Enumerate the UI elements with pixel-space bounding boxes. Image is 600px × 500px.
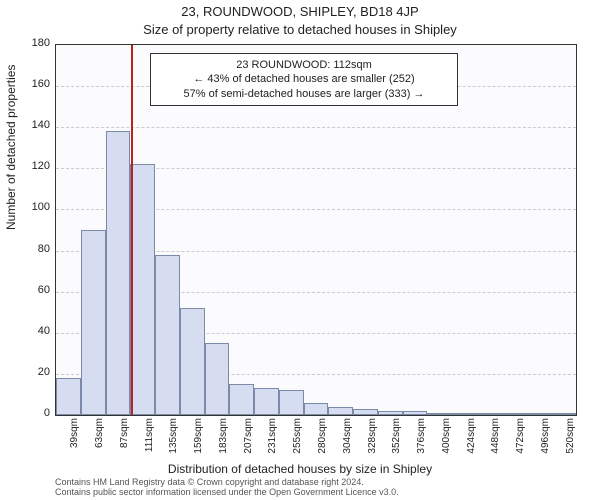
title-subtitle: Size of property relative to detached ho… — [0, 22, 600, 37]
annotation-line: 23 ROUNDWOOD: 112sqm — [155, 58, 453, 72]
x-tick-label: 63sqm — [94, 418, 105, 458]
figure: 23, ROUNDWOOD, SHIPLEY, BD18 4JP Size of… — [0, 0, 600, 500]
x-tick-label: 520sqm — [565, 418, 576, 458]
histogram-bar — [452, 413, 477, 415]
y-tick-label: 180 — [0, 37, 50, 49]
plot-area: 23 ROUNDWOOD: 112sqm ← 43% of detached h… — [55, 44, 577, 416]
y-tick-label: 160 — [0, 78, 50, 90]
y-tick-label: 140 — [0, 119, 50, 131]
x-tick-label: 39sqm — [69, 418, 80, 458]
histogram-bar — [81, 230, 106, 415]
histogram-bar — [304, 403, 329, 415]
y-tick-label: 20 — [0, 366, 50, 378]
x-tick-label: 496sqm — [540, 418, 551, 458]
footer: Contains HM Land Registry data © Crown c… — [55, 478, 575, 498]
histogram-bar — [502, 413, 527, 415]
x-tick-label: 304sqm — [342, 418, 353, 458]
y-tick-label: 120 — [0, 160, 50, 172]
x-tick-label: 159sqm — [193, 418, 204, 458]
x-tick-label: 207sqm — [243, 418, 254, 458]
histogram-bar — [205, 343, 230, 415]
histogram-bar — [477, 413, 502, 415]
annotation-box: 23 ROUNDWOOD: 112sqm ← 43% of detached h… — [150, 53, 458, 106]
x-tick-label: 352sqm — [391, 418, 402, 458]
footer-line: Contains public sector information licen… — [55, 488, 575, 498]
x-tick-label: 255sqm — [292, 418, 303, 458]
y-tick-label: 80 — [0, 243, 50, 255]
x-tick-label: 280sqm — [317, 418, 328, 458]
y-tick-label: 40 — [0, 325, 50, 337]
histogram-bar — [328, 407, 353, 415]
histogram-bar — [130, 164, 155, 415]
histogram-bar — [180, 308, 205, 415]
histogram-bar — [56, 378, 81, 415]
x-tick-label: 87sqm — [119, 418, 130, 458]
histogram-bar — [353, 409, 378, 415]
x-tick-label: 135sqm — [168, 418, 179, 458]
histogram-bar — [378, 411, 403, 415]
x-tick-label: 448sqm — [490, 418, 501, 458]
x-tick-label: 472sqm — [515, 418, 526, 458]
x-axis-label: Distribution of detached houses by size … — [0, 462, 600, 476]
y-tick-label: 100 — [0, 201, 50, 213]
gridline — [56, 127, 576, 128]
x-tick-label: 231sqm — [267, 418, 278, 458]
histogram-bar — [526, 413, 551, 415]
x-tick-label: 328sqm — [367, 418, 378, 458]
histogram-bar — [254, 388, 279, 415]
histogram-bar — [551, 413, 576, 415]
x-tick-label: 400sqm — [441, 418, 452, 458]
marker-line — [131, 45, 133, 415]
y-tick-label: 60 — [0, 284, 50, 296]
x-tick-label: 183sqm — [218, 418, 229, 458]
histogram-bar — [427, 413, 452, 415]
annotation-line: ← 43% of detached houses are smaller (25… — [155, 72, 453, 86]
histogram-bar — [279, 390, 304, 415]
histogram-bar — [229, 384, 254, 415]
x-tick-label: 111sqm — [144, 418, 155, 458]
annotation-line: 57% of semi-detached houses are larger (… — [155, 87, 453, 101]
x-tick-label: 424sqm — [466, 418, 477, 458]
y-tick-label: 0 — [0, 407, 50, 419]
histogram-bar — [106, 131, 131, 415]
x-tick-label: 376sqm — [416, 418, 427, 458]
title-address: 23, ROUNDWOOD, SHIPLEY, BD18 4JP — [0, 4, 600, 19]
histogram-bar — [403, 411, 428, 415]
histogram-bar — [155, 255, 180, 415]
